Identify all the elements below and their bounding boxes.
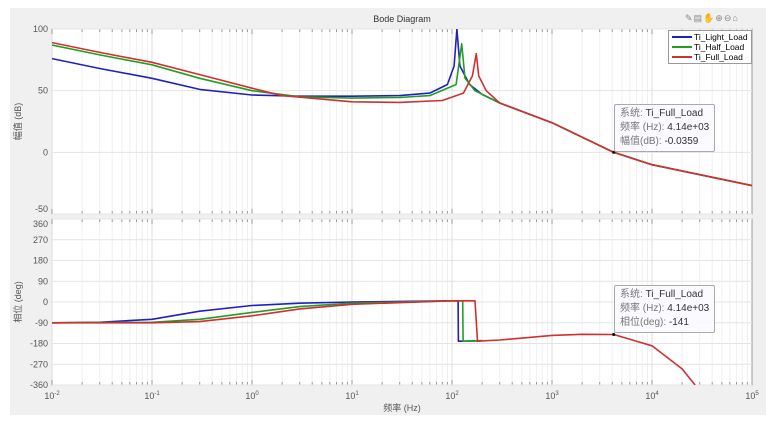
legend-item: Ti_Full_Load <box>672 52 748 62</box>
axes-toolbar: ✎▤✋⊕⊖⌂ <box>685 13 739 24</box>
datatip-phase[interactable]: 系统: Ti_Full_Load 频率 (Hz): 4.14e+03 相位(de… <box>614 285 716 333</box>
legend-item: Ti_Light_Load <box>672 32 748 42</box>
x-tick-label: 100 <box>245 391 259 401</box>
datatip-icon[interactable]: ▤ <box>693 13 704 23</box>
y-axis-label: 幅值 (dB) <box>12 103 23 141</box>
y-tick-label: 270 <box>33 235 48 245</box>
y-tick-label: -50 <box>35 204 48 214</box>
home-icon[interactable]: ⌂ <box>732 13 739 23</box>
y-tick-label: 50 <box>38 86 48 96</box>
x-tick-label: 10-1 <box>144 391 160 401</box>
x-tick-label: 101 <box>345 391 359 401</box>
series-line-Ti_Full_Load <box>52 300 696 385</box>
y-tick-label: 360 <box>33 219 48 229</box>
y-tick-label: 0 <box>43 147 48 157</box>
y-tick-label: 180 <box>33 256 48 266</box>
y-tick-label: 100 <box>33 24 48 34</box>
zoom-in-icon[interactable]: ⊕ <box>715 13 724 23</box>
y-tick-label: -180 <box>30 339 48 349</box>
y-tick-label: 90 <box>38 276 48 286</box>
x-tick-label: 102 <box>445 391 459 401</box>
x-tick-label: 10-2 <box>44 391 60 401</box>
series-line-Ti_Light_Load <box>52 300 483 342</box>
series-line-Ti_Full_Load <box>52 41 752 187</box>
legend[interactable]: Ti_Light_Load Ti_Half_Load Ti_Full_Load <box>668 30 752 64</box>
chart-title: Bode Diagram <box>373 14 431 24</box>
y-tick-label: 0 <box>43 297 48 307</box>
y-tick-label: -270 <box>30 359 48 369</box>
pan-icon[interactable]: ✋ <box>703 13 716 23</box>
datatip-magnitude[interactable]: 系统: Ti_Full_Load 频率 (Hz): 4.14e+03 幅值(dB… <box>614 104 716 152</box>
legend-item: Ti_Half_Load <box>672 42 748 52</box>
x-tick-label: 105 <box>745 391 759 401</box>
brush-icon[interactable]: ✎ <box>685 13 694 23</box>
y-tick-label: -90 <box>35 318 48 328</box>
x-tick-label: 103 <box>545 391 559 401</box>
series-line-Ti_Half_Load <box>52 300 483 342</box>
y-tick-label: -360 <box>30 380 48 390</box>
zoom-out-icon[interactable]: ⊖ <box>723 13 733 23</box>
y-axis-label: 相位 (deg) <box>12 281 23 323</box>
x-tick-label: 104 <box>645 391 659 401</box>
datatip-marker[interactable] <box>612 333 616 337</box>
x-axis-label: 频率 (Hz) <box>383 402 421 413</box>
